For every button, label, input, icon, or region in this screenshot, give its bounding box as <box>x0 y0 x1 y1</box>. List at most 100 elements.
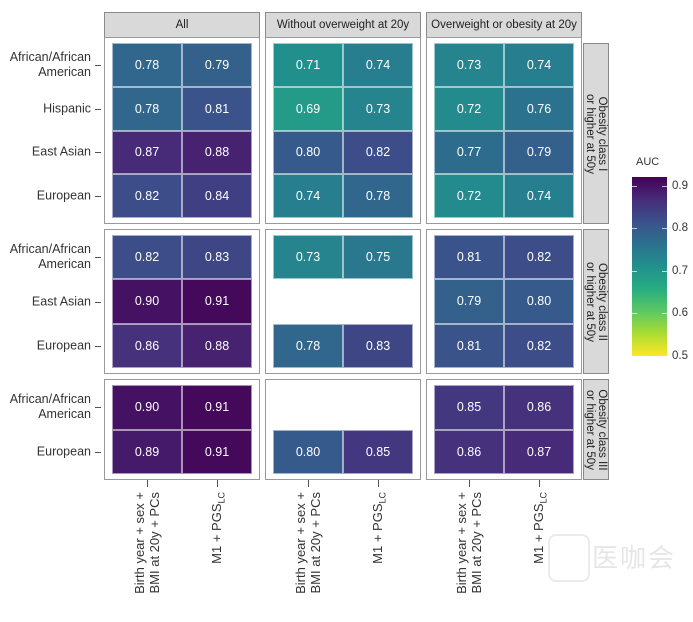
heatmap-cell: 0.80 <box>273 130 343 175</box>
x-label-line: BMI at 20y + PCs <box>469 492 484 594</box>
legend-tick-mark <box>662 313 667 315</box>
heatmap-cell: 0.74 <box>504 174 574 218</box>
row-label: European <box>36 188 91 203</box>
heatmap-cell: 0.88 <box>182 130 252 175</box>
x-label-text: M1 + PGS <box>531 503 546 564</box>
x-label-subscript: LC <box>538 492 549 504</box>
row-label: African/African American <box>9 49 91 79</box>
legend-tick-label: 0.5 <box>672 350 688 362</box>
legend-tick-mark <box>662 185 667 187</box>
row-facet-strip: Obesity class III or higher at 50y <box>583 379 609 480</box>
heatmap-cell: 0.74 <box>504 43 574 87</box>
row-label: East Asian <box>31 294 91 308</box>
heatmap-cell: 0.82 <box>112 235 182 280</box>
legend-title: AUC <box>636 156 660 168</box>
heatmap-cell: 0.78 <box>112 86 182 131</box>
heatmap-cell: 0.81 <box>434 323 504 368</box>
heatmap-cell: 0.72 <box>434 86 504 131</box>
heatmap-cell: 0.82 <box>504 323 574 368</box>
x-tick-mark <box>308 480 309 487</box>
x-tick-mark <box>217 480 218 487</box>
heatmap-cell: 0.83 <box>182 235 252 280</box>
heatmap-cell: 0.78 <box>112 43 182 87</box>
heatmap-cell: 0.74 <box>273 174 343 218</box>
x-axis-label: Birth year + sex + BMI at 20y + PCs <box>132 492 162 622</box>
x-label-subscript: LC <box>377 492 388 504</box>
heatmap-cell: 0.72 <box>434 174 504 218</box>
legend-tick-label: 0.9 <box>672 179 688 192</box>
row-facet-strip: Obesity class II or higher at 50y <box>583 229 609 374</box>
heatmap-cell: 0.82 <box>504 235 574 280</box>
heatmap-cell: 0.81 <box>182 86 252 131</box>
heatmap-cell: 0.82 <box>343 130 413 175</box>
column-panel-header: All <box>104 12 260 38</box>
x-label-text: M1 + PGS <box>209 503 224 564</box>
y-tick-mark <box>95 451 101 453</box>
heatmap-cell: 0.78 <box>273 323 343 368</box>
x-axis-label: M1 + PGSLC <box>370 492 391 622</box>
heatmap-cell: 0.91 <box>182 429 252 474</box>
heatmap-cell: 0.87 <box>112 130 182 175</box>
x-label-text: M1 + PGS <box>370 503 385 564</box>
heatmap-cell: 0.83 <box>343 323 413 368</box>
heatmap-cell: 0.77 <box>434 130 504 175</box>
heatmap-cell: 0.74 <box>343 43 413 87</box>
heatmap-cell: 0.79 <box>504 130 574 175</box>
heatmap-cell: 0.79 <box>182 43 252 87</box>
x-axis-label: Birth year + sex + BMI at 20y + PCs <box>454 492 484 622</box>
y-tick-mark <box>95 257 101 259</box>
x-axis-label: Birth year + sex + BMI at 20y + PCs <box>293 492 323 622</box>
row-facet-label: Obesity class I or higher at 50y <box>584 93 608 174</box>
y-tick-mark <box>95 152 101 154</box>
heatmap-cell: 0.80 <box>504 279 574 324</box>
x-tick-mark <box>469 480 470 487</box>
heatmap-cell: 0.84 <box>182 174 252 218</box>
x-tick-mark <box>147 480 148 487</box>
x-label-line: BMI at 20y + PCs <box>147 492 162 594</box>
heatmap-cell: 0.89 <box>112 429 182 474</box>
legend-tick-mark <box>632 185 637 187</box>
heatmap-cell: 0.73 <box>434 43 504 87</box>
heatmap-cell: 0.80 <box>273 429 343 474</box>
x-axis-label: M1 + PGSLC <box>209 492 230 622</box>
heatmap-cell: 0.87 <box>504 429 574 474</box>
row-label: European <box>36 444 91 459</box>
y-tick-mark <box>95 196 101 198</box>
legend-colorbar <box>632 177 667 356</box>
legend-tick-label: 0.8 <box>672 222 688 235</box>
heatmap-cell: 0.91 <box>182 385 252 430</box>
y-tick-mark <box>95 345 101 347</box>
x-tick-mark <box>539 480 540 487</box>
heatmap-cell: 0.85 <box>343 429 413 474</box>
heatmap-cell: 0.82 <box>112 174 182 218</box>
column-panel-header: Overweight or obesity at 20y <box>426 12 582 38</box>
heatmap-cell: 0.86 <box>434 429 504 474</box>
column-panel-header: Without overweight at 20y <box>265 12 421 38</box>
heatmap-cell: 0.81 <box>434 235 504 280</box>
row-label: Hispanic <box>43 101 91 116</box>
x-label-line: Birth year + sex + <box>293 492 308 594</box>
heatmap-cell: 0.90 <box>112 279 182 324</box>
y-tick-mark <box>95 407 101 409</box>
heatmap-cell: 0.79 <box>434 279 504 324</box>
row-label: East Asian <box>31 144 91 159</box>
heatmap-cell: 0.76 <box>504 86 574 131</box>
legend-tick-label: 0.7 <box>672 264 688 277</box>
heatmap-cell: 0.86 <box>504 385 574 430</box>
x-tick-mark <box>378 480 379 487</box>
legend-tick-mark <box>632 270 637 272</box>
legend-tick-mark <box>632 313 637 315</box>
legend-tick-label: 0.6 <box>672 307 688 320</box>
watermark: 医咖会 <box>592 543 677 573</box>
heatmap-cell: 0.78 <box>343 174 413 218</box>
legend-tick-mark <box>662 356 667 357</box>
heatmap-cell: 0.73 <box>343 86 413 131</box>
row-label: African/African American <box>9 242 91 272</box>
x-label-line: Birth year + sex + <box>454 492 469 594</box>
row-label: African/African American <box>9 392 91 422</box>
heatmap-cell: 0.85 <box>434 385 504 430</box>
heatmap-cell: 0.69 <box>273 86 343 131</box>
row-label: European <box>36 338 91 353</box>
heatmap-cell: 0.88 <box>182 323 252 368</box>
x-label-line: BMI at 20y + PCs <box>308 492 323 594</box>
